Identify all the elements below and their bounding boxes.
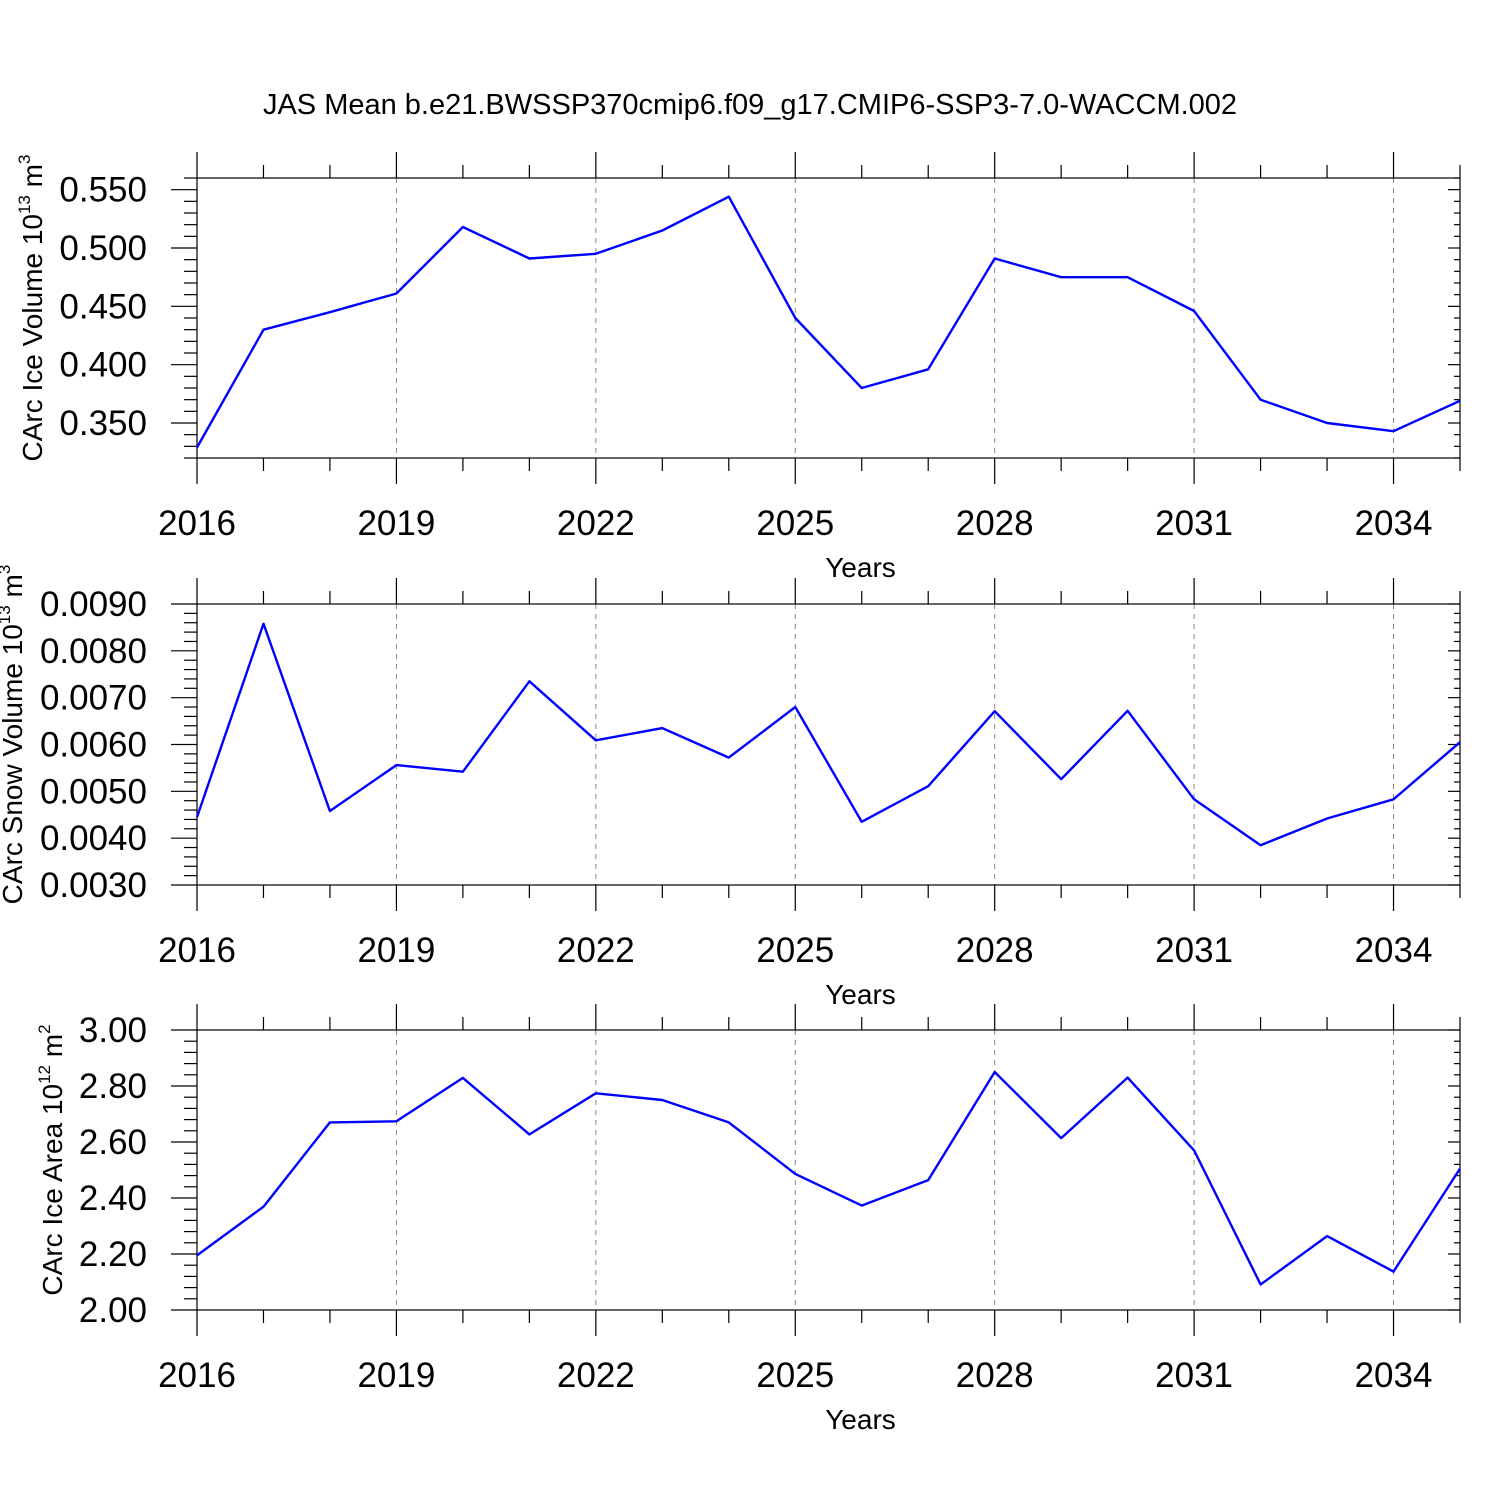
snow-volume-y-tick-label: 0.0040 bbox=[40, 819, 147, 858]
snow-volume-x-axis-title: Years bbox=[825, 979, 896, 1010]
ice-volume-x-tick-label: 2025 bbox=[756, 504, 834, 543]
ice-volume-x-tick-label: 2022 bbox=[557, 504, 635, 543]
ice-area-y-tick-label: 2.60 bbox=[79, 1123, 147, 1162]
ice-volume-series-line bbox=[195, 195, 1461, 449]
ice-volume-y-tick-label: 0.400 bbox=[59, 346, 147, 385]
ice-volume-y-tick-label: 0.450 bbox=[59, 287, 147, 326]
ice-area-x-tick-label: 2022 bbox=[557, 1356, 635, 1395]
ice-volume-y-tick-label: 0.500 bbox=[59, 229, 147, 268]
snow-volume-x-tick-label: 2025 bbox=[756, 931, 834, 970]
ice-volume-axis-title: CArc Ice Volume 1013 m3 bbox=[15, 155, 48, 462]
snow-volume-y-tick-label: 0.0070 bbox=[40, 679, 147, 718]
ice-volume-x-tick-label: 2019 bbox=[357, 504, 435, 543]
ice-area-x-tick-label: 2028 bbox=[956, 1356, 1034, 1395]
snow-volume-axis-title: CArc Snow Volume 1013 m3 bbox=[0, 565, 28, 905]
ice-area-y-tick-label: 2.00 bbox=[79, 1291, 147, 1330]
snow-volume-series-line bbox=[195, 622, 1461, 847]
snow-volume-x-tick-label: 2019 bbox=[357, 931, 435, 970]
ice-area-plot-frame bbox=[196, 1029, 1461, 1311]
snow-volume-y-tick-label: 0.0090 bbox=[40, 585, 147, 624]
ice-volume-y-tick-label: 0.550 bbox=[59, 171, 147, 210]
ice-area-y-tick-label: 2.20 bbox=[79, 1235, 147, 1274]
ice-area-series-line bbox=[196, 1070, 1462, 1286]
ice-volume-x-tick-label: 2016 bbox=[158, 504, 236, 543]
ice-area-y-tick-label: 2.40 bbox=[79, 1179, 147, 1218]
snow-volume-x-tick-label: 2034 bbox=[1355, 931, 1433, 970]
ice-volume-x-tick-label: 2031 bbox=[1155, 504, 1233, 543]
snow-volume-y-tick-label: 0.0050 bbox=[40, 772, 147, 811]
ice-volume-x-axis-title: Years bbox=[825, 552, 896, 583]
ice-area-x-tick-label: 2025 bbox=[756, 1356, 834, 1395]
ice-volume-x-tick-label: 2034 bbox=[1355, 504, 1433, 543]
snow-volume-x-tick-label: 2028 bbox=[956, 931, 1034, 970]
snow-volume-panel: 2016 2019 2022 2025 2028 2031 2034 0.0030 0.0040… bbox=[0, 565, 1461, 1010]
snow-volume-plot-frame bbox=[196, 603, 1461, 886]
figure-title: JAS Mean b.e21.BWSSP370cmip6.f09_g17.CMI… bbox=[263, 89, 1237, 121]
snow-volume-y-tick-label: 0.0080 bbox=[40, 632, 147, 671]
ice-volume-x-tick-label: 2028 bbox=[956, 504, 1034, 543]
snow-volume-x-tick-label: 2022 bbox=[557, 931, 635, 970]
ice-volume-y-tick-label: 0.350 bbox=[59, 404, 147, 443]
ice-volume-plot-frame bbox=[196, 177, 1461, 459]
ice-area-x-axis-title: Years bbox=[825, 1404, 896, 1435]
ice-area-axis-title: CArc Ice Area 1012 m2 bbox=[35, 1024, 68, 1295]
ice-area-x-tick-label: 2016 bbox=[158, 1356, 236, 1395]
snow-volume-y-tick-label: 0.0030 bbox=[40, 866, 147, 905]
snow-volume-y-tick-label: 0.0060 bbox=[40, 726, 147, 765]
ice-area-x-tick-label: 2031 bbox=[1155, 1356, 1233, 1395]
ice-area-y-tick-label: 3.00 bbox=[79, 1011, 147, 1050]
ice-area-x-tick-label: 2019 bbox=[357, 1356, 435, 1395]
snow-volume-x-tick-label: 2031 bbox=[1155, 931, 1233, 970]
ice-area-y-tick-label: 2.80 bbox=[79, 1067, 147, 1106]
ice-volume-panel: 2016 2019 2022 2025 2028 2031 2034 0.350 0.400 0.… bbox=[15, 152, 1461, 583]
ice-area-x-tick-label: 2034 bbox=[1355, 1356, 1433, 1395]
snow-volume-x-tick-label: 2016 bbox=[158, 931, 236, 970]
ice-area-panel: 2016 2019 2022 2025 2028 2031 2034 2.00 2.20 2.40… bbox=[35, 1004, 1462, 1435]
